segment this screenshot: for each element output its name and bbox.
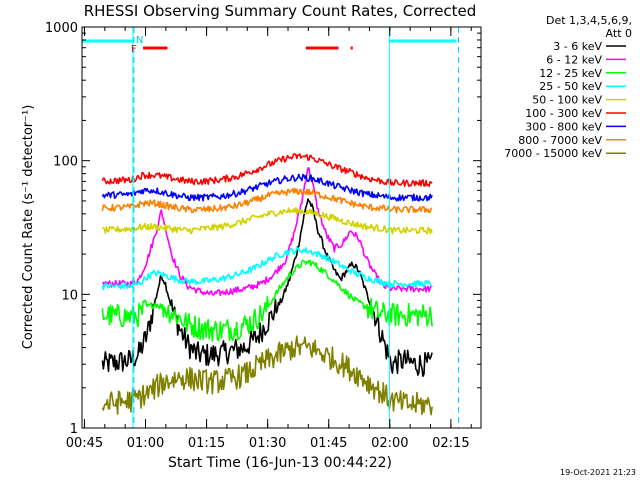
chart-title: RHESSI Observing Summary Count Rates, Co… [84, 2, 477, 20]
x-axis-label: Start Time (16-Jun-13 00:44:22) [168, 455, 392, 471]
flare-label: F [131, 44, 137, 55]
legend-item-label: 7000 - 15000 keV [504, 147, 602, 160]
legend-item-label: 300 - 800 keV [525, 120, 602, 133]
legend-item-label: 6 - 12 keV [546, 53, 602, 66]
x-tick-label: 02:15 [432, 436, 469, 451]
x-tick-label: 01:45 [310, 436, 347, 451]
legend-item-label: 800 - 7000 keV [518, 134, 602, 147]
legend-item-label: 3 - 6 keV [553, 40, 602, 53]
y-axis: 1 10 100 1000 [45, 21, 481, 437]
legend-header-line1: Det 1,3,4,5,6,9, [546, 14, 632, 27]
footer-timestamp: 19-Oct-2021 21:23 [560, 468, 636, 477]
series-line-6 [101, 153, 433, 187]
series-group [101, 153, 433, 416]
y-tick-label: 1000 [45, 21, 78, 36]
series-line-8 [101, 187, 433, 214]
series-line-1 [101, 198, 433, 378]
y-tick-label: 100 [53, 155, 78, 170]
plot-layer: NF 1 10 100 1000 00:45 01:00 01:15 01:30 01:45 02:… [45, 21, 482, 451]
y-tick-label: 1 [70, 422, 78, 437]
x-tick-label: 01:15 [188, 436, 225, 451]
legend-item-label: 50 - 100 keV [532, 94, 602, 107]
legend-item-label: 12 - 25 keV [539, 67, 602, 80]
x-tick-label: 01:00 [127, 436, 164, 451]
plot-frame [81, 26, 482, 429]
x-tick-label: 00:45 [66, 436, 103, 451]
x-tick-label: 02:00 [371, 436, 408, 451]
series-line-7 [101, 173, 433, 202]
legend-item-label: 100 - 300 keV [525, 107, 602, 120]
y-tick-label: 10 [61, 288, 78, 303]
x-axis: 00:45 01:00 01:15 01:30 01:45 02:00 02:15 [66, 27, 472, 451]
plot-area: NF [82, 27, 460, 428]
y-axis-label: Corrected Count Rate (s⁻¹ detector⁻¹) [21, 105, 36, 350]
series-line-5 [102, 207, 433, 235]
legend-item-label: 25 - 50 keV [539, 80, 602, 93]
x-tick-label: 01:30 [249, 436, 286, 451]
series-line-9 [101, 335, 433, 416]
night-label: N [136, 35, 143, 46]
series-line-3 [101, 259, 433, 342]
legend-header-line2: Att 0 [606, 27, 632, 40]
series-line-4 [101, 246, 433, 291]
